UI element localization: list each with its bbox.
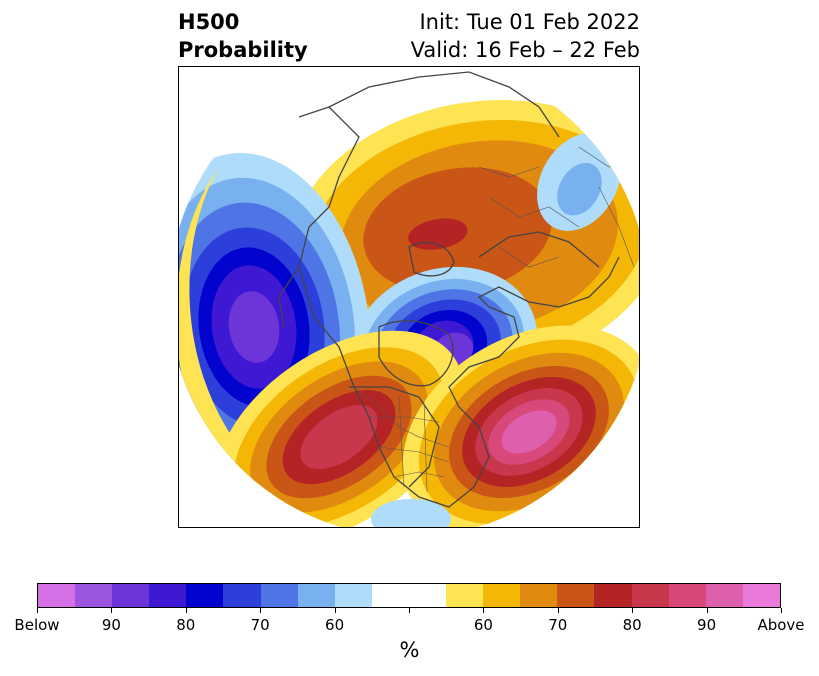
coastlines <box>278 71 620 508</box>
colorbar-tick <box>483 608 485 613</box>
colorbar-swatch <box>742 584 780 607</box>
colorbar-swatch <box>668 584 706 607</box>
colorbar-swatch <box>631 584 669 607</box>
above-anomaly-pacific-edge <box>179 167 239 457</box>
colorbar-swatch <box>186 584 224 607</box>
colorbar-tick-label: 60 <box>473 616 493 634</box>
below-anomaly-scandinavia <box>537 133 621 231</box>
colorbar-swatch <box>594 584 632 607</box>
colorbar-unit-label: % <box>399 638 420 662</box>
colorbar-tick <box>706 608 708 613</box>
colorbar-swatch <box>408 584 447 607</box>
colorbar-tick-label: Below <box>14 616 60 634</box>
colorbar-tick-label: 60 <box>325 616 345 634</box>
colorbar-tick <box>37 608 38 613</box>
title-line-1: H500 <box>178 10 240 34</box>
map-title: H500 Probability <box>178 8 308 64</box>
probability-map <box>178 66 640 528</box>
colorbar-swatch <box>297 584 335 607</box>
colorbar-swatch <box>520 584 558 607</box>
colorbar-swatch <box>483 584 521 607</box>
colorbar-tick-label: 90 <box>101 616 121 634</box>
colorbar-swatch <box>371 584 409 607</box>
colorbar-tick-label: 90 <box>697 616 717 634</box>
title-line-2: Probability <box>178 38 308 62</box>
colorbar-swatch <box>223 584 261 607</box>
map-date-info: Init: Tue 01 Feb 2022 Valid: 16 Feb – 22… <box>411 8 640 64</box>
init-date: Init: Tue 01 Feb 2022 <box>419 10 640 34</box>
colorbar-swatch <box>112 584 150 607</box>
colorbar-tick <box>557 608 559 613</box>
valid-date-range: Valid: 16 Feb – 22 Feb <box>410 38 640 62</box>
colorbar-tick-label: Above <box>757 616 805 634</box>
colorbar-tick <box>334 608 336 613</box>
colorbar-swatch <box>149 584 187 607</box>
colorbar-swatch <box>446 584 484 607</box>
colorbar-tick <box>781 608 782 613</box>
colorbar-swatch <box>334 584 372 607</box>
colorbar-tick <box>111 608 113 613</box>
colorbar-tick-label: 70 <box>250 616 270 634</box>
colorbar-swatch <box>557 584 595 607</box>
colorbar-swatch <box>705 584 743 607</box>
colorbar-swatch <box>38 584 76 607</box>
colorbar-tick <box>260 608 262 613</box>
colorbar-tick-label: 70 <box>548 616 568 634</box>
probability-colorbar <box>37 583 781 608</box>
colorbar-tick <box>409 608 410 613</box>
colorbar-swatch <box>75 584 113 607</box>
colorbar-swatch <box>260 584 298 607</box>
colorbar-tick-label: 80 <box>176 616 196 634</box>
probability-map-svg <box>179 67 639 527</box>
colorbar-tick-label: 80 <box>622 616 642 634</box>
colorbar-tick <box>632 608 634 613</box>
colorbar-tick-labels: Below 90 80 70 60 60 70 80 90 Above <box>14 616 804 636</box>
colorbar-tick <box>185 608 187 613</box>
below-anomaly-caribbean <box>371 499 451 527</box>
